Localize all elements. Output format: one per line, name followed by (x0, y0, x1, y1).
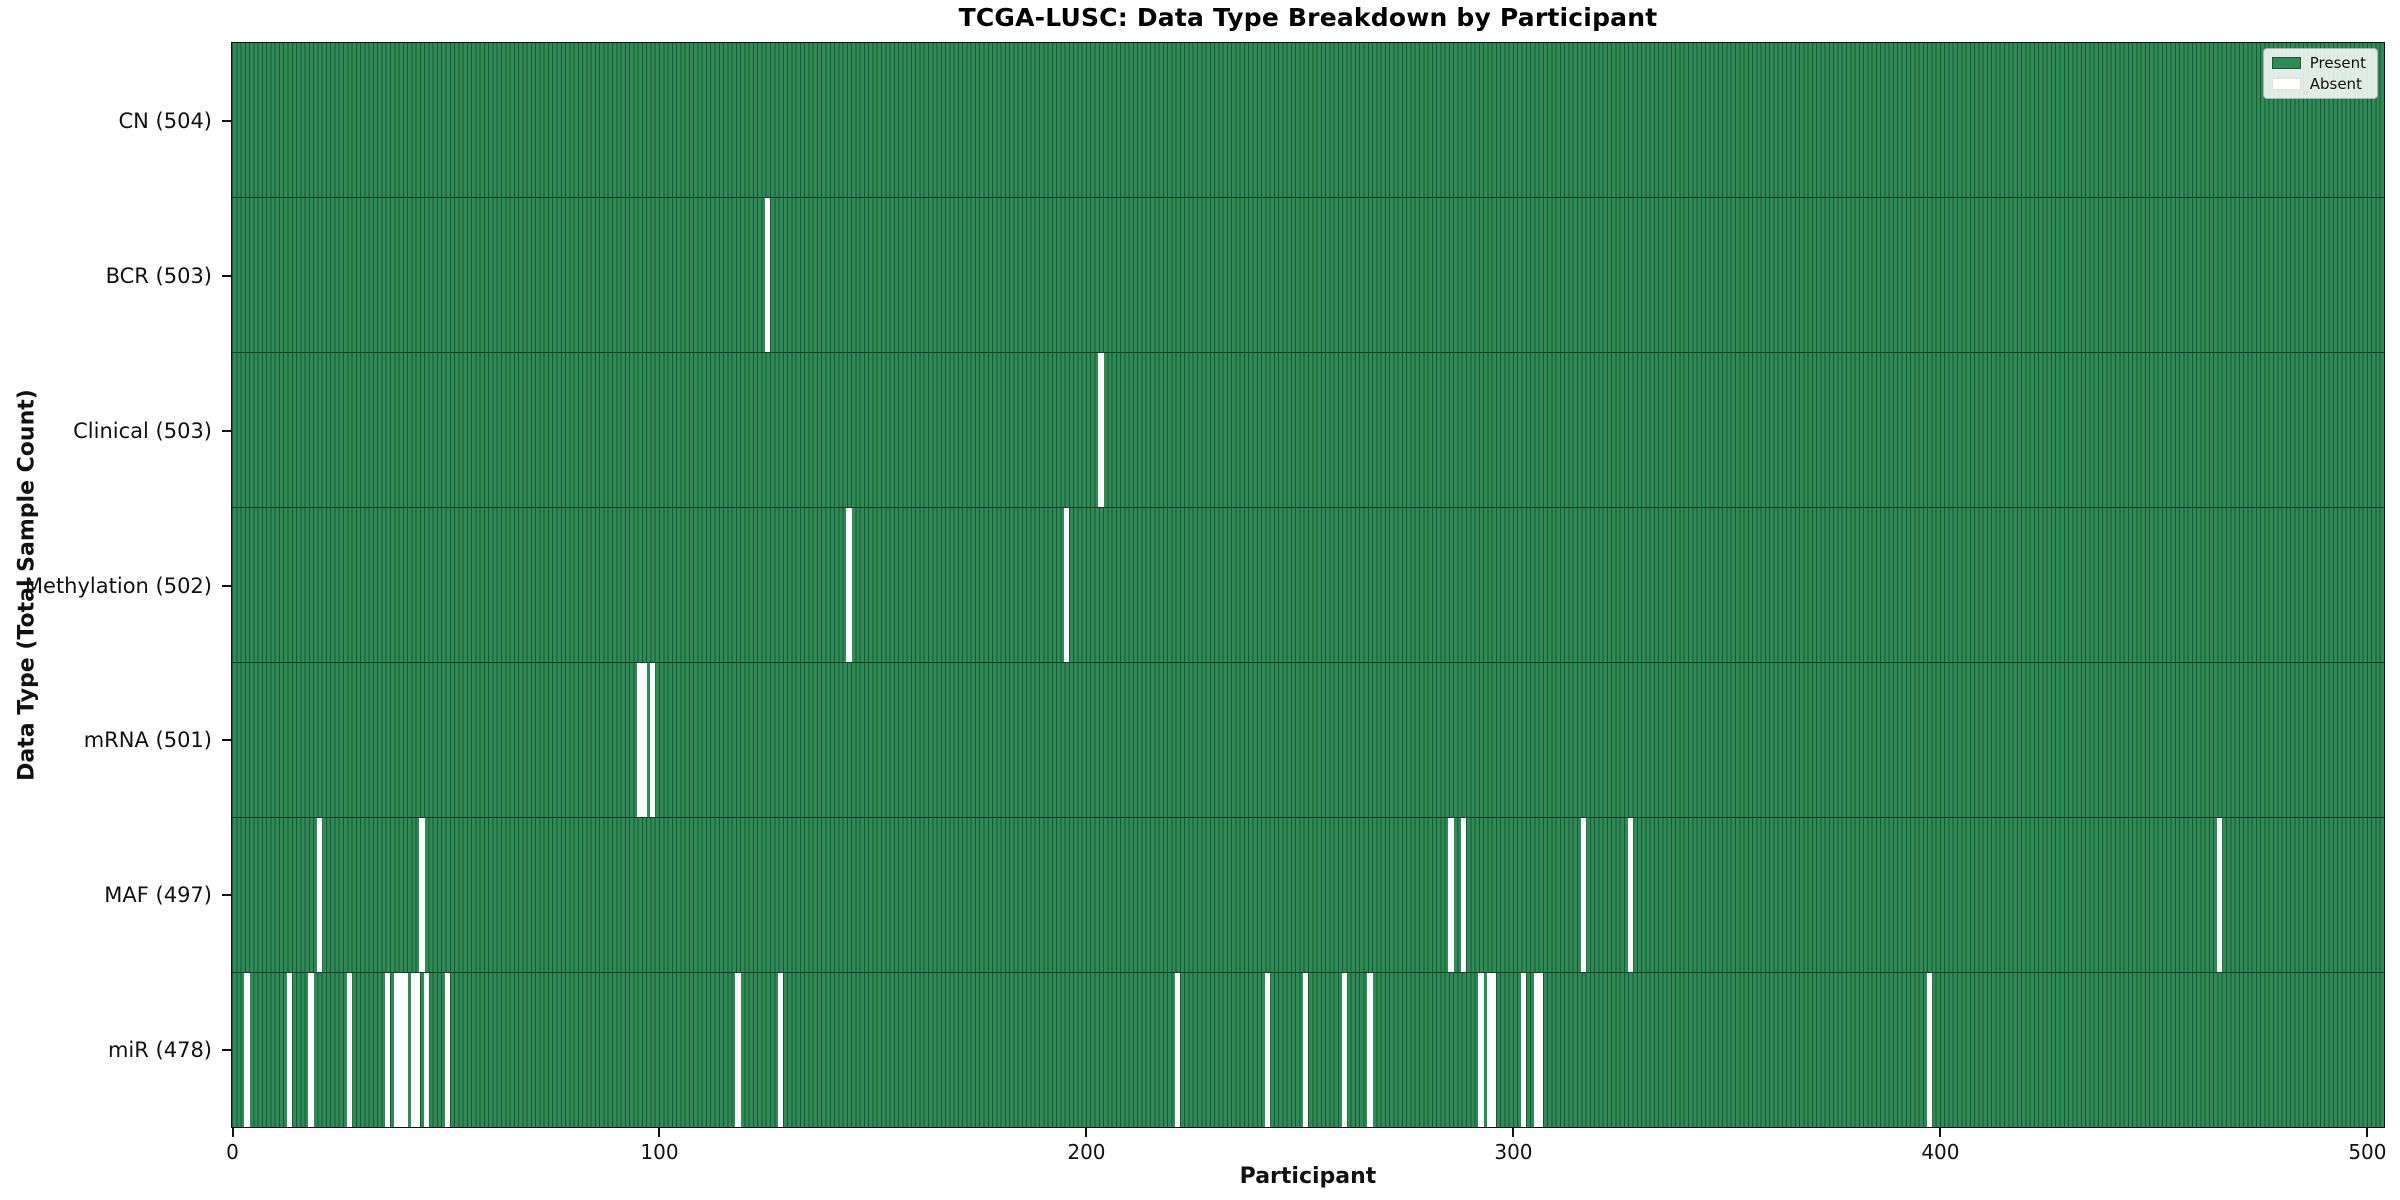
absent-cell (1520, 973, 1527, 1127)
y-tick-mark (222, 429, 231, 432)
absent-cell (423, 973, 429, 1127)
x-tick-mark (2366, 1128, 2369, 1137)
legend-label-present: Present (2309, 54, 2366, 72)
y-tick-label: Methylation (502) (24, 573, 212, 598)
absent-cell (637, 663, 643, 817)
absent-cell (735, 973, 741, 1127)
x-tick-mark (231, 1128, 234, 1137)
y-tick-mark (222, 894, 231, 897)
heatmap-row (232, 508, 2384, 663)
absent-cell (385, 973, 391, 1127)
x-tick-mark (658, 1128, 661, 1137)
x-tick-mark (1085, 1128, 1088, 1137)
y-tick-mark (222, 584, 231, 587)
absent-cell (415, 973, 421, 1127)
absent-cell (1580, 818, 1587, 972)
x-tick-label: 200 (1067, 1140, 1106, 1164)
absent-cell (1486, 973, 1493, 1127)
heatmap-row (232, 353, 2384, 508)
y-tick-label: CN (504) (118, 108, 212, 133)
absent-cell (287, 973, 293, 1127)
chart-title: TCGA-LUSC: Data Type Breakdown by Partic… (958, 3, 1658, 32)
y-tick-label: miR (478) (107, 1038, 212, 1063)
absent-cell (410, 973, 417, 1127)
absent-cell (444, 973, 451, 1127)
heatmap-row (232, 818, 2384, 973)
absent-cell (1478, 973, 1484, 1127)
y-tick-label: MAF (497) (104, 883, 212, 908)
absent-cell (398, 973, 404, 1127)
absent-cell (1303, 973, 1309, 1127)
absent-cell (1461, 818, 1467, 972)
y-tick-mark (222, 274, 231, 277)
y-tick-label: mRNA (501) (83, 728, 212, 753)
absent-cell (1538, 973, 1544, 1127)
x-tick-mark (1512, 1128, 1515, 1137)
absent-swatch-icon (2271, 78, 2301, 90)
absent-cell (316, 818, 323, 972)
legend-entry-absent: Absent (2271, 75, 2366, 93)
absent-cell (846, 508, 852, 662)
x-tick-label: 500 (2348, 1140, 2387, 1164)
heatmap-row (232, 663, 2384, 818)
absent-cell (1341, 973, 1347, 1127)
absent-cell (308, 973, 314, 1127)
absent-cell (346, 973, 353, 1127)
absent-cell (765, 198, 771, 352)
present-swatch-icon (2271, 57, 2301, 69)
absent-cell (393, 973, 400, 1127)
absent-cell (1448, 818, 1454, 972)
absent-cell (1175, 973, 1181, 1127)
x-tick-label: 300 (1494, 1140, 1533, 1164)
y-tick-label: Clinical (503) (73, 418, 212, 443)
absent-cell (419, 818, 425, 972)
absent-cell (649, 663, 656, 817)
absent-cell (244, 973, 250, 1127)
absent-cell (1533, 973, 1540, 1127)
y-tick-mark (222, 1049, 231, 1052)
plot-area: Present Absent (231, 42, 2385, 1128)
heatmap-row (232, 973, 2384, 1127)
x-tick-label: 0 (226, 1140, 239, 1164)
y-axis-label: Data Type (Total Sample Count) (14, 389, 40, 781)
x-tick-label: 100 (640, 1140, 679, 1164)
y-tick-mark (222, 119, 231, 122)
x-axis-label: Participant (1239, 1164, 1377, 1189)
legend-label-absent: Absent (2309, 75, 2362, 93)
y-tick-mark (222, 739, 231, 742)
heatmap-rows (232, 43, 2384, 1127)
y-tick-label: BCR (503) (105, 263, 212, 288)
legend: Present Absent (2262, 48, 2378, 99)
absent-cell (1098, 353, 1104, 507)
absent-cell (1926, 973, 1932, 1127)
absent-cell (2216, 818, 2223, 972)
absent-cell (1627, 818, 1633, 972)
absent-cell (1264, 973, 1271, 1127)
absent-cell (641, 663, 647, 817)
absent-cell (402, 973, 408, 1127)
x-tick-mark (1939, 1128, 1942, 1137)
legend-entry-present: Present (2271, 54, 2366, 72)
absent-cell (1367, 973, 1373, 1127)
absent-cell (1491, 973, 1497, 1127)
absent-cell (1064, 508, 1070, 662)
heatmap-row (232, 43, 2384, 198)
absent-cell (778, 973, 784, 1127)
heatmap-row (232, 198, 2384, 353)
x-tick-label: 400 (1921, 1140, 1960, 1164)
